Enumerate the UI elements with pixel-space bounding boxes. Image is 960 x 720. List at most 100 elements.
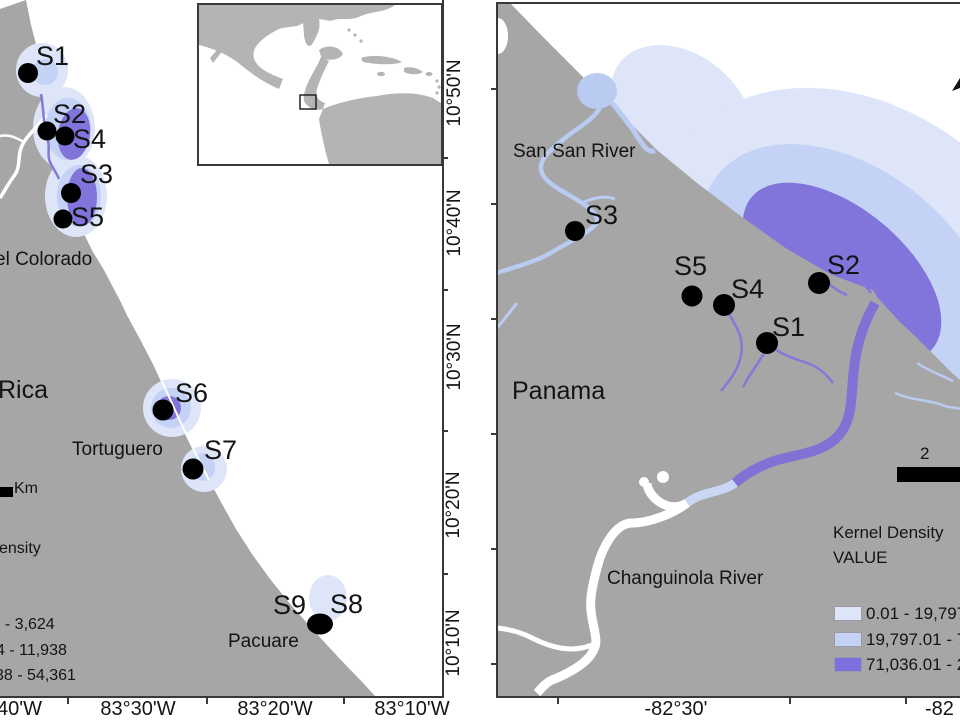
right-panel-left-border [496, 2, 498, 698]
y-tick [491, 548, 497, 550]
y-tick [443, 289, 448, 291]
legend-swatch-low [834, 606, 862, 621]
site-marker-s4 [55, 126, 75, 146]
north-arrow-icon [952, 78, 960, 91]
site-marker-s5 [53, 209, 73, 229]
x-axis-label: 40'W [0, 698, 42, 720]
site-label-s1: S1 [36, 41, 70, 71]
right-map [497, 3, 960, 697]
site-label-s2: S2 [53, 99, 87, 129]
river-ponds [639, 471, 669, 487]
san-san-lagoon [577, 73, 617, 109]
light-tributaries [894, 361, 960, 411]
site-marker-s5 [681, 285, 703, 307]
site-label-s5: S5 [674, 251, 708, 281]
scale-bar-right [897, 467, 960, 482]
san-san-branch [581, 195, 616, 205]
site-markers-left [18, 63, 333, 635]
site-label-s8: S8 [330, 589, 364, 619]
site-marker-s3 [61, 183, 81, 203]
y-tick [443, 430, 448, 432]
site-label-s4: S4 [73, 124, 107, 154]
scale-bar-left-label: Km [14, 480, 38, 497]
x-axis-label: 83°30'W [100, 698, 176, 720]
site-marker-s1 [756, 332, 778, 354]
y-axis-label: 10°40'N [444, 189, 465, 257]
x-axis-label: 83°10'W [374, 698, 450, 720]
site-marker-s2 [37, 121, 57, 141]
site-label-s7: S7 [204, 435, 238, 465]
right-panel-bottom-border [496, 696, 960, 698]
site-label-s4: S4 [731, 274, 765, 304]
legend-left-row-3: 38 - 54,361 [0, 667, 76, 684]
x-tick [557, 698, 559, 704]
site-marker-s4 [713, 294, 735, 316]
y-tick [491, 663, 497, 665]
site-label-s1: S1 [772, 312, 806, 342]
scale-bar-right-label: 2 [920, 444, 930, 463]
site-label-s2: S2 [827, 250, 861, 280]
place-label-changuinola-river: Changuinola River [607, 568, 764, 589]
changuinola-river-purple-reach [731, 300, 880, 487]
right-panel-top-border [496, 2, 960, 4]
legend-right-title: Kernel Density [833, 523, 944, 542]
legend-left-row-1: . - 3,624 [0, 616, 55, 633]
place-label-tortuguero: Tortuguero [72, 439, 163, 460]
x-axis-label: 83°20'W [237, 698, 313, 720]
scale-bar-left [0, 487, 13, 497]
site-marker-s7 [182, 458, 204, 480]
coast-river-purple [39, 93, 61, 180]
y-axis-label: 10°30'N [444, 323, 465, 391]
site-marker-s6 [152, 399, 174, 421]
y-axis-label: 10°50'N [444, 59, 465, 127]
site-label-s6: S6 [175, 378, 209, 408]
x-tick [905, 698, 907, 704]
legend-right-subtitle: VALUE [833, 548, 888, 567]
place-label-san-san-river: San San River [513, 141, 636, 162]
y-tick [491, 433, 497, 435]
left-panel-bottom-border [0, 696, 444, 698]
san-san-outlet [610, 101, 656, 154]
y-tick [443, 573, 448, 575]
place-label-panama: Panama [512, 377, 606, 405]
x-tick [67, 698, 69, 704]
site-marker-s9-s8 [307, 613, 333, 635]
inset-overview-map [197, 3, 443, 166]
legend-left-title-fragment: ensity [0, 540, 41, 557]
y-tick [491, 203, 497, 205]
site-label-s3: S3 [80, 159, 114, 189]
coastal-lagoon-fork [118, 277, 122, 299]
rio-colorado-fork [0, 134, 25, 144]
y-axis-label: 10°20'N [443, 471, 464, 539]
x-tick [789, 698, 791, 704]
changuinola-river-white-reach [533, 482, 690, 697]
y-axis-label: 10°10'N [443, 609, 464, 677]
site-label-s9: S9 [273, 590, 307, 620]
site-label-s5: S5 [71, 202, 105, 232]
y-tick [491, 318, 497, 320]
inset-landmasses [199, 5, 441, 164]
site-marker-s3 [565, 221, 585, 241]
small-river-south [375, 677, 387, 695]
y-tick [491, 88, 497, 90]
x-axis-label: -82°30' [644, 698, 708, 720]
legend-right-row-3: 71,036.01 - 2 [866, 655, 960, 674]
legend-right-row-2: 19,797.01 - 7 [866, 630, 960, 649]
legend-right-row-1: 0.01 - 19,797 [866, 604, 960, 623]
site-markers-right [565, 221, 830, 354]
legend-left-row-2: 4 - 11,938 [0, 642, 67, 659]
left-panel-right-border [442, 0, 444, 698]
legend-swatch-high [834, 657, 862, 672]
site-marker-s1 [18, 63, 38, 83]
land-costa-rica [0, 0, 376, 697]
land-panama [497, 3, 960, 697]
rio-colorado-river [0, 114, 48, 199]
y-tick [443, 157, 448, 159]
small-river-west [497, 302, 519, 329]
coastal-lagoon-line [119, 297, 210, 481]
x-tick [343, 698, 345, 704]
changuinola-river-mid-reach [684, 479, 738, 507]
inset-study-area-box [299, 94, 317, 110]
coastal-cove [497, 18, 508, 54]
